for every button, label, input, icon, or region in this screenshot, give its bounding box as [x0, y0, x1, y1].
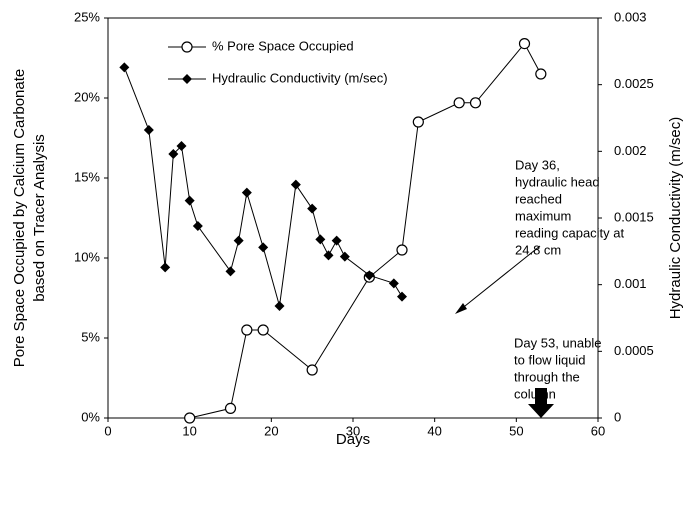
- marker: [225, 266, 236, 277]
- x-tick-label: 60: [591, 423, 605, 438]
- y2-tick-label: 0.002: [614, 143, 647, 158]
- marker: [388, 278, 399, 289]
- y-axis-title: based on Tracer Analysis: [31, 134, 48, 302]
- y-tick-label: 15%: [74, 169, 100, 184]
- annotation-arrowhead: [455, 303, 467, 314]
- annotation: reached: [515, 191, 562, 206]
- annotation: maximum: [515, 208, 571, 223]
- marker: [176, 141, 187, 151]
- marker: [315, 234, 326, 245]
- x-tick-label: 20: [264, 423, 278, 438]
- marker: [224, 402, 237, 414]
- x-tick-label: 50: [509, 423, 523, 438]
- marker: [257, 324, 269, 336]
- marker: [143, 125, 154, 135]
- x-tick-label: 40: [427, 423, 441, 438]
- marker: [241, 187, 252, 198]
- x-tick-label: 0: [104, 423, 111, 438]
- series-line: [189, 42, 542, 419]
- marker: [518, 37, 531, 50]
- marker: [184, 195, 195, 206]
- annotation: hydraulic head: [515, 174, 600, 189]
- marker: [453, 97, 465, 109]
- y2-tick-label: 0.003: [614, 9, 647, 24]
- y2-tick-label: 0.0015: [614, 209, 654, 224]
- x-tick-label: 30: [346, 423, 360, 438]
- y2-axis-title: Hydraulic Conductivity (m/sec): [667, 117, 684, 320]
- marker: [181, 41, 193, 53]
- annotation: Day 36,: [515, 157, 560, 172]
- marker: [258, 242, 269, 253]
- y2-tick-label: 0.0025: [614, 76, 654, 91]
- annotation: to flow liquid: [514, 352, 586, 367]
- marker: [233, 235, 244, 246]
- annotation-arrow: [528, 388, 554, 418]
- marker: [469, 97, 482, 109]
- marker: [274, 301, 285, 311]
- legend-label: % Pore Space Occupied: [212, 38, 354, 53]
- y2-tick-label: 0.001: [614, 276, 647, 291]
- marker: [290, 179, 301, 190]
- y-axis-title: Pore Space Occupied by Calcium Carbonate: [11, 69, 28, 368]
- y-tick-label: 10%: [74, 249, 100, 264]
- marker: [182, 74, 192, 84]
- marker: [396, 244, 408, 256]
- marker: [306, 364, 318, 376]
- marker: [323, 250, 334, 261]
- legend-label: Hydraulic Conductivity (m/sec): [212, 70, 388, 85]
- annotation: through the: [514, 369, 580, 384]
- marker: [192, 221, 203, 231]
- x-axis-title: Days: [336, 431, 370, 448]
- annotation-arrow: [459, 245, 541, 311]
- marker: [397, 291, 407, 302]
- marker: [535, 68, 547, 80]
- marker: [241, 324, 253, 336]
- annotation: Day 53, unable: [514, 335, 601, 350]
- y-tick-label: 25%: [74, 9, 100, 24]
- marker: [160, 262, 171, 273]
- marker: [119, 62, 130, 73]
- marker: [339, 251, 350, 262]
- marker: [184, 412, 196, 424]
- y-tick-label: 5%: [81, 329, 100, 344]
- y2-tick-label: 0: [614, 409, 621, 424]
- y-tick-label: 20%: [74, 89, 100, 104]
- marker: [364, 270, 375, 281]
- x-tick-label: 10: [182, 423, 196, 438]
- marker: [168, 149, 179, 159]
- marker: [307, 203, 318, 214]
- annotation: reading capacity at: [515, 225, 625, 240]
- marker: [331, 235, 342, 246]
- marker: [412, 116, 424, 128]
- annotation: 24.8 cm: [515, 242, 561, 257]
- y2-tick-label: 0.0005: [614, 343, 654, 358]
- annotation: column: [514, 386, 556, 401]
- y-tick-label: 0%: [81, 409, 100, 424]
